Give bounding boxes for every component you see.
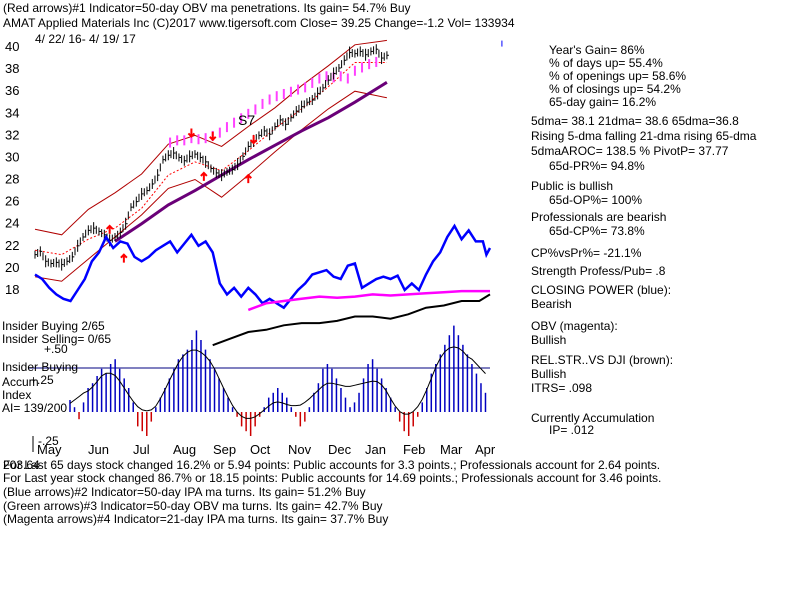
- obv-title: OBV (magenta):: [531, 319, 618, 333]
- footer-overlap-value: 203.64: [3, 458, 40, 472]
- s7-annotation: S7: [238, 112, 256, 128]
- price-tick-label: 36: [5, 83, 19, 98]
- price-tick-label: 32: [5, 127, 19, 142]
- closing-power-line: [34, 223, 492, 310]
- accum-label: Accum: [2, 375, 39, 389]
- professionals-status: Professionals are bearish: [531, 210, 667, 224]
- closing-power-value: Bearish: [531, 297, 572, 311]
- axes: 40 38 36 34 32 30 28 26 24 22 20 18 May Jun Jul Aug Sep O…: [5, 39, 496, 457]
- obv-value: Bullish: [531, 333, 567, 347]
- op-65: 65d-OP%= 100%: [549, 193, 643, 207]
- ai-label: AI= 139/200: [2, 401, 68, 415]
- aroc: 5dmaAROC= 138.5 % PivotP= 37.77: [531, 144, 729, 158]
- closings-up: % of closings up= 54.2%: [549, 82, 681, 96]
- price-tick-label: 38: [5, 61, 19, 76]
- closing-power-title: CLOSING POWER (blue):: [531, 283, 672, 297]
- strength-ratio: Strength Profess/Pub= .8: [531, 264, 666, 278]
- insider-buying-label: Insider Buying: [2, 360, 79, 374]
- rel-strength-value: Bullish: [531, 367, 567, 381]
- red-up-arrow: [120, 253, 128, 263]
- month-label: Jun: [88, 442, 109, 457]
- ma-65-line: [114, 81, 388, 243]
- rel-strength-line: [212, 293, 491, 347]
- ip-value: IP= .012: [549, 423, 595, 437]
- month-label: Sep: [213, 442, 236, 457]
- price-tick-label: 34: [5, 105, 19, 120]
- red-down-arrow: [187, 128, 196, 138]
- price-tick-label: 30: [5, 149, 19, 164]
- obv-line: [247, 289, 490, 312]
- lower-band-line: [34, 90, 388, 282]
- footer-green-arrows: (Green arrows)#3 Indicator=50-day OBV ma…: [3, 499, 383, 513]
- footer-line-65days: For Last 65 days stock changed 16.2% or …: [3, 458, 661, 472]
- days-up: % of days up= 55.4%: [549, 56, 663, 70]
- accum-level-plus25: +.25: [30, 373, 54, 387]
- month-label: Dec: [328, 442, 352, 457]
- price-tick-label: 40: [5, 39, 19, 54]
- red-up-arrow: [200, 171, 208, 181]
- price-tick-label: 22: [5, 238, 19, 253]
- accum-level-minus25: -.25: [38, 434, 59, 448]
- cp-vs-pr: CP%vsPr%= -21.1%: [531, 246, 642, 260]
- month-label: May: [37, 442, 62, 457]
- openings-up: % of openings up= 58.6%: [549, 69, 687, 83]
- cp-65: 65d-CP%= 73.8%: [549, 224, 645, 238]
- footer-line-year: For Last year stock changed 86.7% or 18.…: [3, 471, 662, 485]
- month-label: Jan: [365, 442, 386, 457]
- month-label: Feb: [403, 442, 425, 457]
- price-tick-label: 24: [5, 216, 19, 231]
- pr-65: 65d-PR%= 94.8%: [549, 159, 645, 173]
- month-label: Oct: [250, 442, 271, 457]
- dma-values: 5dma= 38.1 21dma= 38.6 65dma=36.8: [531, 114, 739, 128]
- header-indicator-line: (Red arrows)#1 Indicator=50-day OBV ma p…: [3, 1, 411, 15]
- upper-band-line: [34, 39, 387, 236]
- red-up-arrow: [244, 173, 252, 184]
- price-bars: [34, 44, 389, 271]
- itrs: ITRS= .098: [531, 381, 593, 395]
- header-ticker-line: AMAT Applied Materials Inc (C)2017 www.t…: [3, 16, 515, 30]
- gain-65: 65-day gain= 16.2%: [549, 95, 657, 109]
- bands: [34, 39, 388, 282]
- ipa-overlay: [169, 56, 378, 148]
- footer-blue-arrows: (Blue arrows)#2 Indicator=50-day IPA ma …: [3, 485, 366, 499]
- date-range: 4/ 22/ 16- 4/ 19/ 17: [35, 32, 136, 46]
- footer-magenta-arrows: (Magenta arrows)#4 Indicator=21-day IPA …: [3, 512, 389, 526]
- month-label: Aug: [173, 442, 196, 457]
- price-tick-label: 26: [5, 194, 19, 209]
- price-tick-label: 18: [5, 282, 19, 297]
- index-label: Index: [2, 388, 32, 402]
- red-down-arrow: [249, 135, 258, 145]
- rel-strength-title: REL.STR..VS DJI (brown):: [531, 353, 674, 367]
- ma-21-line: [34, 62, 387, 256]
- month-label: Mar: [440, 442, 463, 457]
- month-label: Apr: [475, 442, 496, 457]
- dma-trend: Rising 5-dma falling 21-dma rising 65-dm…: [531, 129, 757, 143]
- red-up-arrow: [105, 224, 114, 234]
- month-label: Nov: [288, 442, 312, 457]
- month-label: Jul: [133, 442, 150, 457]
- years-gain: Year's Gain= 86%: [549, 43, 645, 57]
- insider-selling-count: Insider Selling= 0/65: [2, 332, 112, 346]
- accum-level-plus50: +.50: [44, 342, 68, 356]
- indicators: [34, 223, 492, 347]
- accum-ma-line: [69, 346, 486, 419]
- accum-status: Currently Accumulation: [531, 411, 655, 425]
- arrows: [105, 40, 503, 263]
- public-status: Public is bullish: [531, 179, 614, 193]
- insider-buying-count: Insider Buying 2/65: [2, 319, 105, 333]
- price-tick-label: 28: [5, 172, 19, 187]
- price-tick-label: 20: [5, 260, 19, 275]
- red-down-arrow: [209, 131, 217, 142]
- accumulation-histogram: [28, 325, 490, 436]
